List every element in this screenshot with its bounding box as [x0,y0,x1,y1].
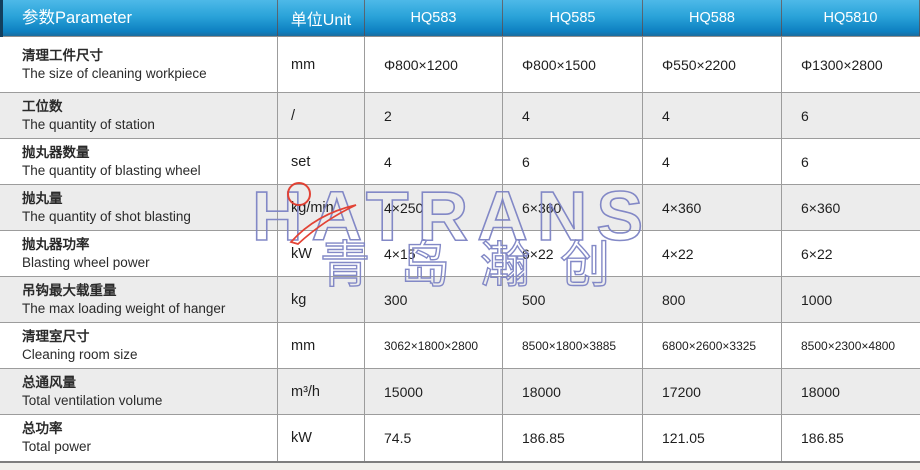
value-cell: 74.5 [365,415,503,461]
unit-cell: set [278,139,365,184]
param-label-zh: 总功率 [22,421,63,436]
value-cell: 4×250 [365,185,503,230]
value-cell: 4×15 [365,231,503,276]
table-row: 清理室尺寸 Cleaning room size mm 3062×1800×28… [0,323,920,369]
param-label-zh: 抛丸器数量 [22,144,90,160]
unit-cell: kg/min [278,185,365,230]
param-cell: 抛丸器功率 Blasting wheel power [0,231,278,276]
table-row: 抛丸量 The quantity of shot blasting kg/min… [0,185,920,231]
header-left-edge [0,0,3,37]
value-cell: 4×22 [643,231,782,276]
value-cell: 1000 [801,291,833,308]
value-cell: 121.05 [643,415,782,461]
value-cell: Φ800×1500 [503,37,643,92]
table-row: 总通风量 Total ventilation volume m³/h 15000… [0,369,920,415]
param-cell: 吊钩最大载重量 The max loading weight of hanger [0,277,278,322]
param-label-zh: 清理室尺寸 [22,328,90,344]
header-model-hq583: HQ583 [365,0,503,36]
param-label-en: The max loading weight of hanger [22,300,226,316]
value-cell: Φ800×1200 [365,37,503,92]
header-model-hq585: HQ585 [503,0,643,36]
param-cell: 总功率 Total power [0,415,278,461]
param-label-en: The quantity of shot blasting [22,208,191,224]
unit-cell: mm [278,37,365,92]
table-row: 总功率 Total power kW 74.5 186.85 121.05 18… [0,415,920,461]
value-cell: 8500×1800×3885 [503,323,643,368]
value-cell: 186.85 [801,430,844,446]
param-cell: 抛丸量 The quantity of shot blasting [0,185,278,230]
param-cell: 抛丸器数量 The quantity of blasting wheel [0,139,278,184]
param-label-zh: 工位数 [22,98,63,114]
table-header-row: 参数Parameter 单位Unit HQ583 HQ585 HQ588 HQ5… [0,0,920,37]
value-cell: 18000 [801,383,840,400]
value-cell: 500 [503,277,643,322]
param-label-en: The size of cleaning workpiece [22,65,207,81]
value-cell: 4 [503,93,643,138]
value-cell: 18000 [503,369,643,414]
value-cell: 300 [365,277,503,322]
param-label-zh: 抛丸量 [22,190,63,206]
value-cell: Φ550×2200 [643,37,782,92]
param-label-en: Total power [22,439,92,454]
value-cell: 6×22 [801,245,833,262]
value-cell: 8500×2300×4800 [801,338,896,353]
value-cell: 6 [801,107,809,124]
value-cell: 6×22 [503,231,643,276]
value-cell: 2 [365,93,503,138]
param-label-en: The quantity of station [22,116,155,132]
param-label-en: The quantity of blasting wheel [22,162,201,178]
header-model-hq5810: HQ5810 [782,0,920,36]
value-cell: 4×360 [643,185,782,230]
table-row: 抛丸器数量 The quantity of blasting wheel set… [0,139,920,185]
param-label-en: Blasting wheel power [22,254,150,270]
param-label-zh: 清理工件尺寸 [22,47,103,63]
value-cell: 4 [643,93,782,138]
value-cell: 3062×1800×2800 [365,323,503,368]
param-label-en: Cleaning room size [22,346,138,362]
value-cell: Φ1300×2800 [801,56,883,73]
value-cell: 15000 [365,369,503,414]
param-cell: 清理室尺寸 Cleaning room size [0,323,278,368]
value-cell: 17200 [643,369,782,414]
value-cell: 6 [503,139,643,184]
value-cell: 186.85 [503,415,643,461]
value-cell: 6×360 [801,199,841,216]
param-cell: 总通风量 Total ventilation volume [0,369,278,414]
param-label-zh: 抛丸器功率 [22,236,90,252]
header-parameter: 参数Parameter [0,0,278,36]
value-cell: 800 [643,277,782,322]
unit-cell: kW [278,415,365,461]
unit-cell: kW [278,231,365,276]
param-cell: 工位数 The quantity of station [0,93,278,138]
unit-cell: m³/h [278,369,365,414]
header-unit: 单位Unit [278,0,365,36]
table-row: 抛丸器功率 Blasting wheel power kW 4×15 6×22 … [0,231,920,277]
param-label-zh: 总通风量 [22,374,76,390]
table-row: 工位数 The quantity of station / 2 4 4 6 [0,93,920,139]
unit-cell: mm [278,323,365,368]
value-cell: 6800×2600×3325 [643,323,782,368]
value-cell: 6 [801,153,809,170]
value-cell: 4 [365,139,503,184]
param-cell: 清理工件尺寸 The size of cleaning workpiece [0,37,278,92]
param-label-zh: 吊钩最大载重量 [22,282,117,298]
header-model-hq588: HQ588 [643,0,782,36]
unit-cell: kg [278,277,365,322]
unit-cell: / [278,93,365,138]
param-label-en: Total ventilation volume [22,392,163,408]
value-cell: 6×360 [503,185,643,230]
value-cell: 4 [643,139,782,184]
table-row: 清理工件尺寸 The size of cleaning workpiece mm… [0,37,920,93]
table-row: 吊钩最大载重量 The max loading weight of hanger… [0,277,920,323]
